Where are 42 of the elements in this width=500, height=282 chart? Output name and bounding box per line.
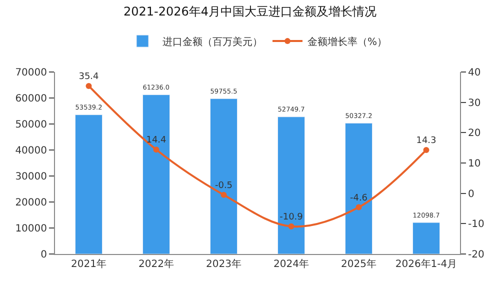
x-tick-label: 2024年 [274,258,309,270]
x-tick-label: 2023年 [206,258,242,270]
y2-tick-label: -20 [468,250,484,260]
point [153,146,160,153]
point [86,82,92,89]
bar [75,114,102,254]
point [356,204,362,210]
bar [412,222,440,254]
point [423,146,430,153]
point [288,223,294,230]
y-tick-label: 30000 [15,172,47,182]
y2-tick-label: -10 [468,219,484,230]
bar [142,94,170,254]
x-tick-label: 2026年1-4月 [395,258,458,270]
legend-label: 金额增长率（%） [308,36,388,48]
data-label: 14.3 [416,136,436,146]
legend-label: 进口金额（百万美元） [162,36,262,48]
y-tick-label: 60000 [15,94,47,104]
point [220,192,227,198]
y2-tick-label: 20 [468,128,481,140]
bar [345,122,372,254]
data-label: 14.4 [146,136,167,146]
data-label: -10.9 [280,212,304,222]
x-tick-label: 2025年 [341,258,376,270]
bar [210,98,238,254]
data-label: 35.4 [78,72,100,82]
y-tick-label: 40000 [15,146,47,156]
y2-tick-label: 30 [468,98,481,109]
data-label: -0.5 [214,180,233,191]
chart-title: 2021-2026年4月中国大豆进口金额及增长情况 [123,4,377,18]
data-label: -4.6 [350,193,368,204]
y-tick-label: 70000 [15,68,47,78]
y-tick-label: 0 [40,250,47,260]
y2-tick-label: 0 [468,188,474,200]
x-tick-label: 2021年 [71,258,106,270]
y-tick-label: 20000 [15,198,47,208]
y-tick-label: 50000 [15,120,47,130]
y2-tick-label: 40 [468,68,481,78]
bar [278,116,305,254]
y-tick-label: 10000 [15,224,47,234]
x-tick-label: 2022年 [138,258,174,270]
y2-tick-label: 10 [468,158,481,170]
